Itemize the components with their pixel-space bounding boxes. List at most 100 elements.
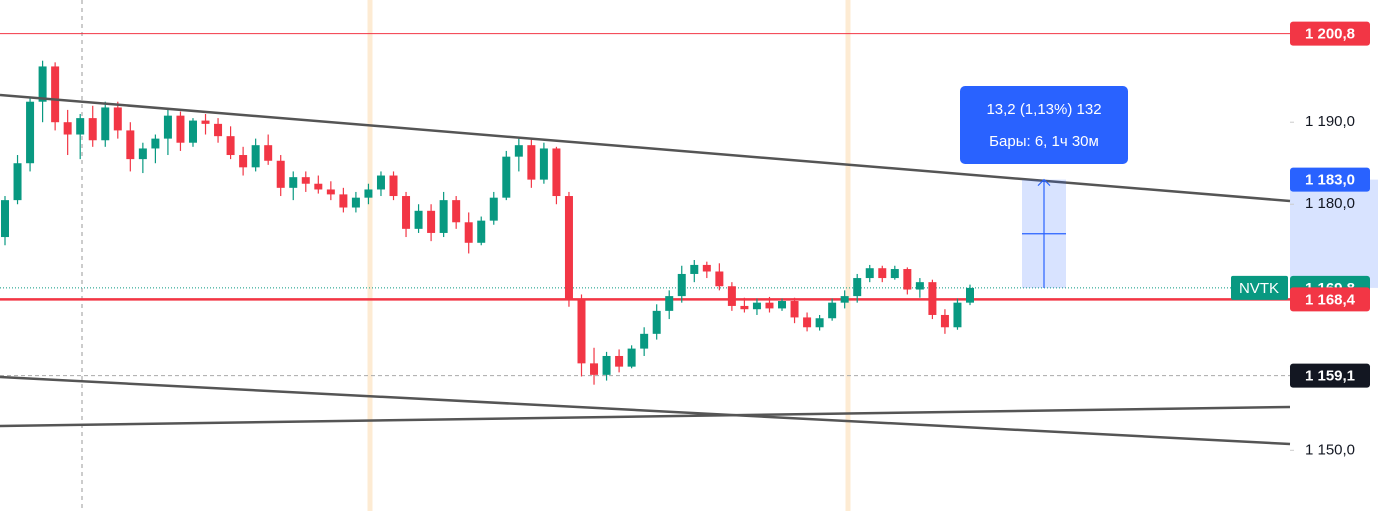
candle-body (63, 122, 72, 135)
candle-body (803, 317, 812, 328)
candle-body (527, 145, 536, 180)
candle-body (966, 287, 974, 303)
candle-body (264, 145, 273, 161)
candle-body (13, 163, 22, 201)
candle-body (239, 155, 248, 168)
candle-body (778, 301, 787, 309)
candle-body (176, 115, 185, 143)
candle-body (815, 318, 824, 328)
candle-body (138, 148, 147, 160)
candle-body (590, 363, 599, 375)
candle-body (251, 145, 260, 168)
candle-body (38, 66, 47, 102)
candle-body (677, 273, 686, 297)
candle-body (339, 194, 348, 208)
candle-body (953, 302, 962, 328)
candle-body (627, 348, 636, 367)
candle-body (715, 271, 724, 287)
candle-body (577, 300, 586, 364)
candle-body (790, 301, 799, 318)
candle-body (376, 175, 385, 190)
price-label-box (1290, 21, 1370, 46)
measure-bars: Бары: 6, 1ч 30м (989, 133, 1099, 150)
trend-line (0, 405, 1291, 428)
candle-body (51, 66, 60, 123)
candle-body (163, 115, 172, 139)
candle-body (477, 220, 486, 243)
candle-body (865, 268, 874, 279)
trend-line (0, 93, 1291, 203)
measure-arrow-head (1037, 178, 1051, 187)
y-tick-label: 1 190,0 (1305, 113, 1355, 130)
price-label-box (1290, 363, 1370, 388)
candle-body (840, 296, 849, 303)
candle-body (276, 160, 285, 188)
candle-body (853, 278, 862, 297)
y-tick-label: 1 180,0 (1305, 195, 1355, 212)
candle-body (314, 183, 323, 190)
symbol-tag-box (1231, 275, 1288, 300)
candle-body (464, 222, 473, 243)
candle-body (26, 101, 35, 164)
candle-body (427, 210, 436, 233)
candle-body (88, 118, 97, 141)
candle-body (539, 148, 548, 180)
price-label: 1 168,4 (1305, 291, 1356, 308)
measure-axis-box (1290, 179, 1378, 288)
y-tick-label: 1 150,0 (1305, 441, 1355, 458)
candle-body (452, 200, 461, 223)
price-label-box (1290, 287, 1370, 312)
candle-body (1, 200, 9, 238)
candle-body (928, 282, 937, 315)
candle-body (289, 177, 298, 188)
price-label: 1 159,1 (1305, 368, 1355, 385)
measure-change: 13,2 (1,13%) 132 (986, 101, 1101, 118)
measure-tooltip (960, 86, 1128, 164)
candle-body (727, 286, 736, 306)
candle-body (201, 120, 210, 124)
price-label-box (1290, 167, 1370, 192)
candle-body (828, 302, 837, 319)
candle-body (890, 269, 899, 279)
candle-body (702, 264, 711, 272)
candle-body (514, 145, 523, 157)
candle-body (652, 310, 661, 334)
candle-body (564, 196, 573, 301)
candle-body (439, 200, 448, 233)
candle-body (552, 148, 561, 197)
candle-body (665, 296, 674, 311)
candle-body (101, 107, 110, 141)
candle-body (326, 189, 335, 195)
candle-body (351, 197, 360, 208)
candle-body (364, 189, 373, 198)
candle-body (76, 118, 85, 135)
candle-body (126, 130, 135, 160)
candle-body (188, 120, 197, 143)
candle-body (301, 177, 310, 184)
candle-body (489, 197, 498, 221)
candle-body (765, 302, 774, 309)
candle-body (878, 268, 887, 279)
candle-body (740, 305, 749, 310)
candle-body (113, 107, 122, 131)
candle-body (602, 355, 611, 375)
candle-body (214, 123, 223, 137)
candle-body (940, 314, 949, 328)
candle-body (414, 210, 423, 229)
candle-body (226, 136, 235, 156)
candle-body (402, 196, 411, 229)
candle-body (389, 175, 398, 197)
price-label: 1 183,0 (1305, 172, 1355, 189)
price-label: 1 200,8 (1305, 26, 1355, 43)
candle-body (502, 156, 511, 198)
candle-body (915, 282, 924, 290)
candle-body (640, 333, 649, 349)
candle-body (690, 264, 699, 274)
candle-body (752, 302, 761, 310)
candle-body (615, 355, 624, 367)
candle-body (151, 138, 160, 149)
symbol-tag: NVTK (1239, 280, 1279, 297)
trend-line (0, 375, 1291, 446)
candle-body (903, 269, 912, 290)
